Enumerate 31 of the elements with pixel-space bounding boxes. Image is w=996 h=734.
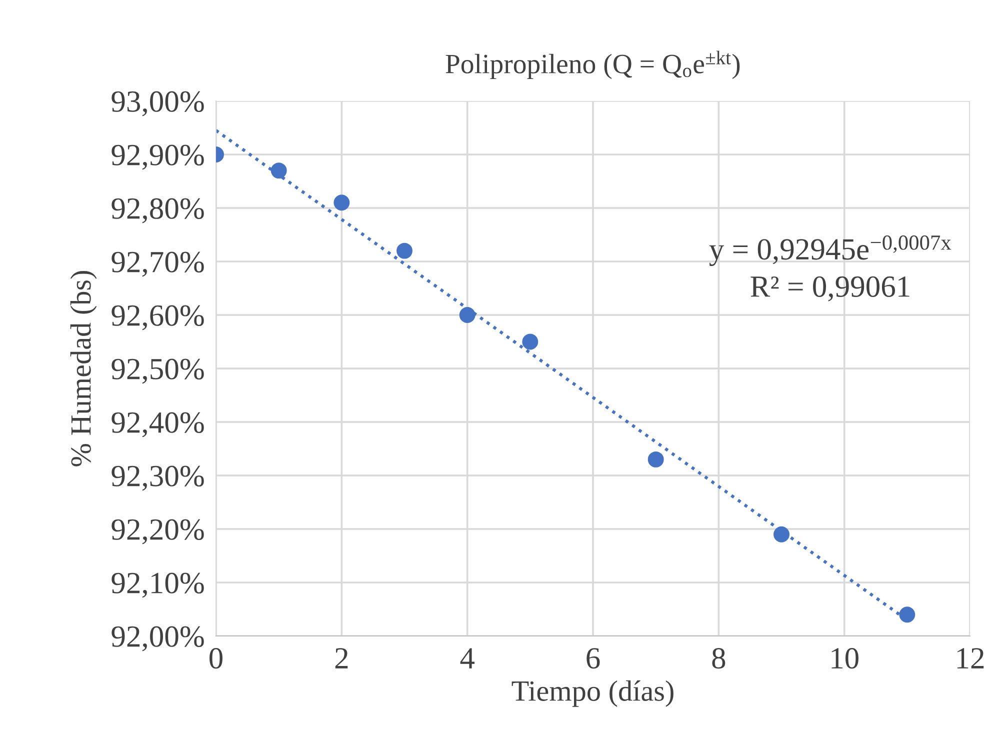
point [459,307,476,323]
point [396,242,412,259]
x-tick-label: 10 [832,648,858,669]
y-tick-label: 92,70% [112,252,204,277]
x-tick-label: 2 [335,648,348,668]
y-tick-label: 92,50% [112,358,204,384]
y-tick-label: 92,20% [112,519,204,544]
point [899,606,916,623]
y-tick-label: 92,40% [112,412,204,438]
y-tick-label: 92,60% [112,305,204,330]
x-tick-label: 0 [210,648,222,669]
chart-title: Polipropileno (Q = Q$_{o}$e$^{±kt}$) [446,50,740,80]
point [522,334,538,350]
point [270,162,287,179]
y-tick-label: 92,80% [112,198,204,224]
point [334,194,350,211]
y-tick-label: 92,30% [112,466,204,491]
x-tick-label: 8 [712,648,726,669]
x-tick-label: 4 [460,648,474,668]
y-tick-label: 92,10% [112,572,204,598]
y-tick-label: 92,90% [112,144,204,170]
y-axis-title: % Humedad (bs) [70,270,97,466]
point [648,451,664,468]
y-tick-label: 93,00% [112,91,204,116]
x-tick-label: 6 [586,648,600,669]
x-tick-label: 12 [957,648,984,668]
x-axis-title: Tiempo (días) [512,680,674,707]
point [774,526,790,542]
annotation: y = 0,92945e$^{−0,0007x}$ [709,235,952,266]
annotation: R² = 0,99061 [750,276,910,302]
y-tick-label: 92,00% [112,626,204,652]
